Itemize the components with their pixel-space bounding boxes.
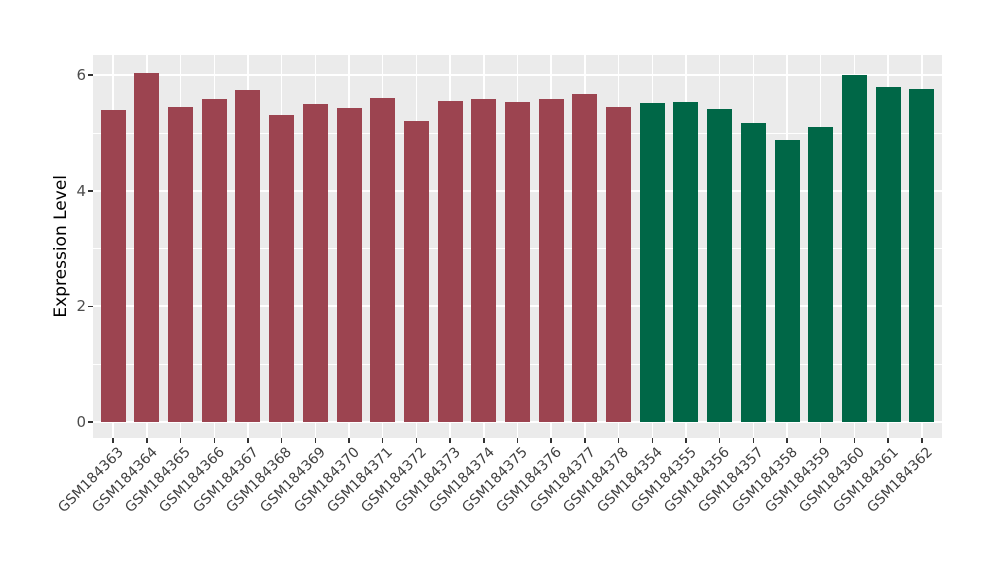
bar xyxy=(235,90,261,422)
x-tick-mark xyxy=(550,438,552,443)
x-tick-mark xyxy=(819,438,822,443)
y-tick-label: 4 xyxy=(76,181,86,200)
bar xyxy=(909,89,935,422)
bar xyxy=(269,114,295,422)
bar xyxy=(471,98,497,422)
bar xyxy=(572,93,598,422)
bar xyxy=(437,101,463,422)
x-tick-mark xyxy=(280,438,283,443)
bar xyxy=(606,106,632,422)
y-tick-mark xyxy=(88,74,93,76)
bar xyxy=(875,87,901,422)
x-tick-mark xyxy=(685,438,687,443)
x-tick-mark xyxy=(348,438,350,443)
bar xyxy=(336,108,362,422)
bar xyxy=(168,106,194,422)
bar xyxy=(774,139,800,422)
y-tick-label: 6 xyxy=(76,66,86,85)
x-tick-mark xyxy=(752,438,755,443)
x-tick-mark xyxy=(112,438,114,443)
x-tick-mark xyxy=(415,438,418,443)
y-tick-mark xyxy=(88,421,93,423)
bar xyxy=(403,121,429,422)
x-tick-mark xyxy=(146,438,148,443)
x-tick-mark xyxy=(853,438,856,443)
y-tick-label: 2 xyxy=(76,297,86,316)
x-tick-mark xyxy=(786,438,788,443)
y-tick-label: 0 xyxy=(76,412,86,431)
bar xyxy=(740,122,766,422)
bar xyxy=(201,98,227,422)
bar xyxy=(707,109,733,422)
x-tick-mark xyxy=(179,438,182,443)
x-tick-mark xyxy=(314,438,317,443)
bar xyxy=(673,102,699,422)
bar xyxy=(302,103,328,422)
bar xyxy=(841,75,867,422)
x-tick-mark xyxy=(887,438,889,443)
x-tick-mark xyxy=(651,438,653,443)
x-tick-mark xyxy=(381,438,384,443)
plot-panel xyxy=(93,55,942,438)
bar xyxy=(538,98,564,422)
bar xyxy=(100,109,126,422)
bar xyxy=(639,102,665,422)
bar xyxy=(134,73,160,422)
bar xyxy=(808,127,834,422)
bar xyxy=(370,98,396,422)
x-tick-mark xyxy=(483,438,485,443)
bar xyxy=(505,101,530,422)
x-tick-mark xyxy=(449,438,451,443)
y-tick-mark xyxy=(88,305,93,308)
x-tick-mark xyxy=(584,438,586,443)
x-tick-mark xyxy=(516,438,519,443)
x-tick-mark xyxy=(617,438,620,443)
x-tick-mark xyxy=(718,438,721,443)
y-axis-title-box: Expression Level xyxy=(48,55,74,438)
x-tick-mark xyxy=(247,438,249,443)
y-tick-mark xyxy=(88,190,93,192)
x-tick-mark xyxy=(921,438,923,443)
x-tick-mark xyxy=(213,438,216,443)
